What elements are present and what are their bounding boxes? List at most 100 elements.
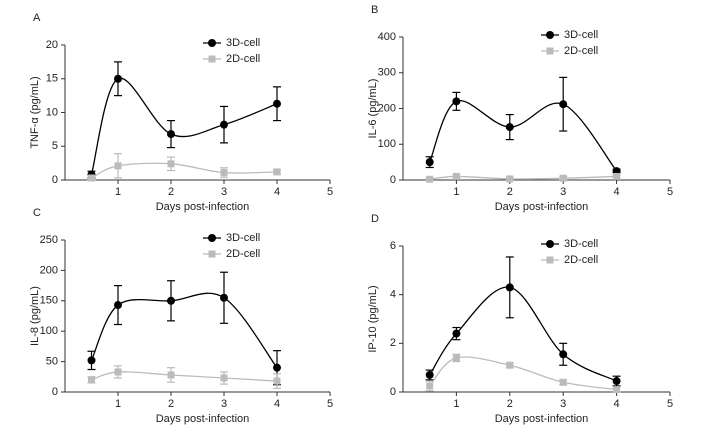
marker [114, 301, 122, 310]
legend-marker [208, 234, 216, 242]
marker [220, 293, 228, 302]
y-tick-label: 100 [40, 325, 58, 337]
marker [506, 175, 514, 183]
y-tick-label: 150 [40, 295, 58, 307]
marker [88, 376, 95, 384]
legend-marker [208, 39, 216, 47]
marker [273, 363, 281, 372]
y-tick-label: 0 [390, 386, 396, 398]
marker [612, 377, 621, 386]
series-line [429, 100, 618, 172]
y-tick-label: 6 [390, 240, 396, 252]
marker [114, 74, 122, 83]
marker [506, 361, 514, 369]
marker [559, 100, 568, 109]
x-tick-label: 4 [614, 398, 620, 410]
marker [220, 374, 228, 382]
legend-marker [546, 256, 554, 264]
legend-label: 2D-cell [564, 254, 598, 266]
y-tick-label: 50 [46, 356, 58, 368]
marker [220, 120, 228, 129]
legend-label: 3D-cell [564, 238, 598, 250]
legend-marker [546, 31, 554, 39]
y-tick-label: 5 [52, 140, 58, 152]
panel-label: A [33, 12, 41, 24]
panel-label: C [33, 207, 41, 219]
x-axis-label: Days post-infection [156, 201, 250, 213]
marker [452, 97, 461, 106]
x-tick-label: 1 [453, 398, 459, 410]
marker [426, 382, 434, 390]
marker [425, 370, 434, 379]
x-tick-label: 2 [507, 398, 513, 410]
legend-label: 3D-cell [226, 37, 260, 49]
y-tick-label: 20 [46, 39, 58, 51]
marker [425, 158, 434, 167]
y-tick-label: 15 [46, 73, 58, 85]
y-tick-label: 0 [390, 174, 396, 186]
x-tick-label: 5 [667, 398, 673, 410]
x-axis-label: Days post-infection [495, 201, 589, 213]
y-tick-label: 0 [52, 174, 58, 186]
marker [87, 356, 96, 365]
x-tick-label: 2 [507, 186, 513, 198]
y-axis-label: IL-8 (pg/mL) [29, 286, 41, 346]
x-tick-label: 5 [327, 186, 333, 198]
x-tick-label: 4 [274, 186, 280, 198]
marker [220, 169, 228, 177]
x-tick-label: 5 [667, 186, 673, 198]
y-tick-label: 4 [390, 289, 396, 301]
marker [559, 378, 567, 386]
y-tick-label: 2 [390, 337, 396, 349]
marker [452, 329, 461, 338]
marker [167, 130, 175, 139]
x-tick-label: 3 [560, 398, 566, 410]
y-tick-label: 200 [40, 264, 58, 276]
marker [426, 175, 434, 183]
legend-label: 3D-cell [226, 232, 260, 244]
y-tick-label: 400 [378, 31, 396, 43]
marker [452, 354, 460, 362]
marker [613, 172, 621, 180]
legend-label: 2D-cell [226, 248, 260, 260]
marker [114, 162, 122, 170]
legend-label: 2D-cell [564, 45, 598, 57]
panel-label: D [371, 213, 379, 225]
panel-label: B [371, 4, 378, 16]
x-tick-label: 3 [221, 186, 227, 198]
x-tick-label: 5 [327, 398, 333, 410]
marker [273, 99, 281, 108]
x-axis-label: Days post-infection [156, 413, 250, 425]
marker [273, 168, 281, 176]
legend-marker [546, 240, 554, 248]
marker [559, 350, 568, 359]
legend-label: 2D-cell [226, 53, 260, 65]
y-axis-label: TNF-α (pg/mL) [29, 76, 41, 148]
marker [559, 174, 567, 182]
y-tick-label: 100 [378, 138, 396, 150]
x-axis-label: Days post-infection [495, 413, 589, 425]
x-tick-label: 1 [453, 186, 459, 198]
y-tick-label: 10 [46, 106, 58, 118]
y-tick-label: 0 [52, 386, 58, 398]
y-tick-label: 200 [378, 102, 396, 114]
y-axis-label: IP-10 (pg/mL) [367, 285, 379, 352]
series-line [90, 77, 278, 175]
marker [167, 371, 175, 379]
x-tick-label: 1 [115, 398, 121, 410]
x-tick-label: 4 [614, 186, 620, 198]
x-tick-label: 3 [560, 186, 566, 198]
y-axis-label: IL-6 (pg/mL) [367, 79, 379, 139]
marker [167, 296, 175, 305]
marker [505, 123, 514, 132]
marker [452, 172, 460, 180]
marker [505, 283, 514, 292]
marker [273, 377, 281, 385]
x-tick-label: 1 [115, 186, 121, 198]
legend-label: 3D-cell [564, 29, 598, 41]
x-tick-label: 4 [274, 398, 280, 410]
marker [88, 174, 95, 182]
legend-marker [546, 47, 554, 55]
legend-marker [208, 55, 216, 63]
